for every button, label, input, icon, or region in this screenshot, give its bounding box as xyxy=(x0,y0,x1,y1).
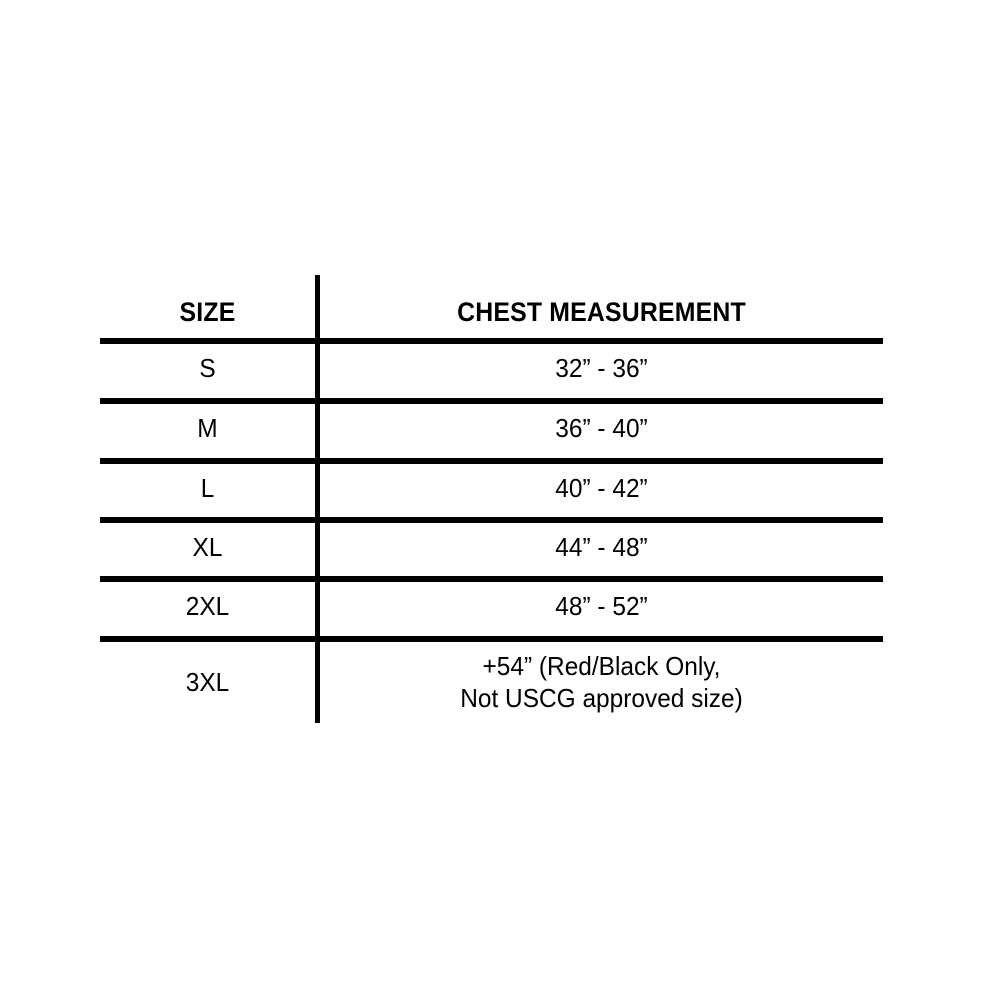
table-row-size-label: 3XL xyxy=(185,666,230,697)
table-row-size-label: 2XL xyxy=(185,590,230,621)
table-row-chest-value: 44” - 48” xyxy=(555,531,648,562)
table-row-size-label: XL xyxy=(192,531,223,562)
column-header-chest-measurement: CHEST MEASUREMENT xyxy=(457,297,746,328)
table-row-chest-value: 32” - 36” xyxy=(555,352,648,383)
row-rule xyxy=(100,458,883,464)
column-header-size: SIZE xyxy=(179,297,236,328)
row-rule xyxy=(100,636,883,642)
header-rule xyxy=(100,338,883,344)
table-row-chest-value: +54” (Red/Black Only, Not USCG approved … xyxy=(460,650,743,714)
table-row-size-label: L xyxy=(200,472,215,503)
size-chart-table: SIZE CHEST MEASUREMENT S 32” - 36” M 36”… xyxy=(100,272,883,723)
row-rule xyxy=(100,576,883,582)
column-divider xyxy=(315,275,320,723)
table-row-size-label: M xyxy=(197,412,218,443)
row-rule xyxy=(100,398,883,404)
table-row-chest-value: 40” - 42” xyxy=(555,472,648,503)
table-row-chest-value: 36” - 40” xyxy=(555,412,648,443)
row-rule xyxy=(100,517,883,523)
table-row-chest-value: 48” - 52” xyxy=(555,590,648,621)
table-row-size-label: S xyxy=(199,352,216,383)
